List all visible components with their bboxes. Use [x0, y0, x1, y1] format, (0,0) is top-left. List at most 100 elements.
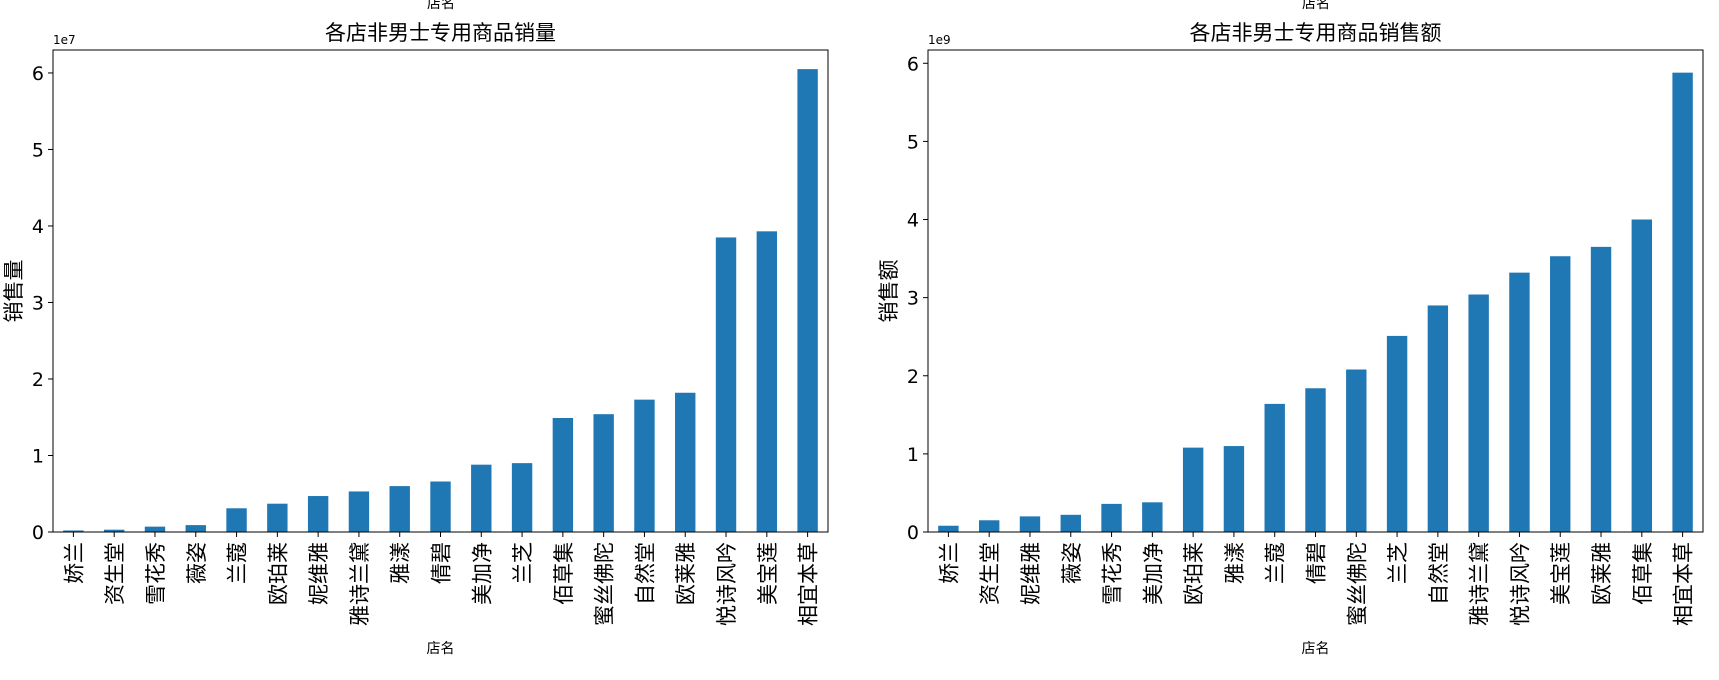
y-tick-label: 2: [907, 366, 919, 388]
bar-蜜丝佛陀: [1346, 369, 1367, 532]
x-tick-label: 佰草集: [1631, 542, 1655, 605]
bar-雅诗兰黛: [348, 491, 370, 532]
x-tick-label: 雅诗兰黛: [348, 542, 372, 626]
x-tick-label: 兰蔻: [1264, 542, 1288, 584]
x-tick-label: 薇姿: [185, 542, 209, 584]
bar-欧珀莱: [267, 503, 288, 532]
y-axis-label: 销售额: [877, 260, 901, 323]
x-tick-label: 自然堂: [633, 542, 657, 605]
x-tick-label: 兰蔻: [226, 542, 250, 584]
y-tick-label: 3: [32, 292, 44, 314]
bar-欧珀莱: [1182, 447, 1204, 532]
x-tick-label: 妮维雅: [1019, 542, 1043, 605]
x-tick-label: 倩碧: [1305, 542, 1329, 584]
bar-薇姿: [185, 525, 206, 532]
x-tick-label: 相宜本草: [1672, 542, 1696, 626]
x-tick-label: 薇姿: [1060, 542, 1084, 584]
x-tick-label: 美宝莲: [756, 542, 780, 605]
bar-自然堂: [634, 399, 655, 532]
bar-资生堂: [978, 520, 1000, 532]
x-tick-label: 欧莱雅: [1590, 542, 1614, 605]
x-tick-label: 美宝莲: [1549, 542, 1573, 605]
bar-悦诗风吟: [715, 237, 737, 532]
x-tick-label: 雅诗兰黛: [1468, 542, 1492, 626]
x-tick-label: 悦诗风吟: [715, 542, 739, 626]
y-tick-label: 5: [32, 139, 44, 161]
y-tick-label: 6: [32, 63, 44, 85]
bar-蜜丝佛陀: [593, 414, 614, 532]
x-tick-label: 相宜本草: [797, 542, 821, 626]
bar-雅漾: [1223, 446, 1245, 532]
x-tick-label: 娇兰: [937, 542, 961, 584]
x-tick-label: 欧莱雅: [674, 542, 698, 605]
bar-兰芝: [1386, 335, 1408, 532]
y-tick-label: 0: [32, 522, 44, 544]
bar-兰蔻: [1264, 403, 1285, 532]
chart-title: 各店非男士专用商品销售额: [1190, 21, 1442, 45]
bar-自然堂: [1427, 305, 1449, 532]
offset-text: 1e9: [928, 33, 951, 47]
offset-text: 1e7: [53, 33, 76, 47]
clipped-xlabel-right: 店名: [1302, 0, 1330, 12]
x-tick-label: 美加净: [470, 542, 494, 605]
y-tick-label: 1: [32, 445, 44, 467]
y-tick-label: 2: [32, 369, 44, 391]
bar-兰蔻: [226, 508, 247, 532]
plot-frame: [52, 49, 829, 533]
bar-欧莱雅: [1590, 246, 1612, 532]
x-tick-label: 美加净: [1141, 542, 1165, 605]
bar-相宜本草: [797, 69, 818, 532]
x-tick-label: 欧珀莱: [1182, 542, 1206, 605]
bar-欧莱雅: [675, 392, 696, 532]
y-tick-label: 1: [907, 444, 919, 466]
clipped-xlabel-left: 店名: [427, 0, 455, 12]
y-axis-label: 销售量: [2, 260, 26, 323]
bar-雪花秀: [144, 526, 166, 532]
y-tick-label: 3: [907, 288, 919, 310]
x-tick-label: 妮维雅: [307, 542, 331, 605]
bar-雪花秀: [1101, 503, 1122, 532]
bar-妮维雅: [307, 496, 329, 532]
bar-美加净: [1142, 502, 1163, 532]
bar-雅漾: [389, 486, 410, 532]
bar-美加净: [471, 464, 492, 532]
x-tick-label: 蜜丝佛陀: [593, 542, 617, 626]
bar-悦诗风吟: [1509, 272, 1530, 532]
bar-薇姿: [1060, 514, 1081, 532]
x-axis-label: 店名: [427, 641, 455, 657]
bar-资生堂: [103, 529, 125, 532]
bar-娇兰: [938, 525, 959, 532]
x-axis-label: 店名: [1302, 641, 1330, 657]
y-tick-label: 4: [907, 210, 919, 232]
x-tick-label: 资生堂: [103, 542, 127, 605]
bar-美宝莲: [1550, 256, 1571, 532]
x-tick-label: 资生堂: [978, 542, 1002, 605]
x-tick-label: 雅漾: [1223, 542, 1247, 584]
bar-相宜本草: [1672, 72, 1693, 532]
x-tick-label: 娇兰: [62, 542, 86, 584]
x-tick-label: 雅漾: [389, 542, 413, 584]
bar-美宝莲: [756, 231, 778, 533]
bar-妮维雅: [1019, 516, 1041, 532]
x-tick-label: 佰草集: [552, 542, 576, 605]
y-tick-label: 6: [907, 53, 919, 75]
x-tick-label: 欧珀莱: [266, 542, 290, 605]
x-tick-label: 雪花秀: [1101, 542, 1125, 605]
x-tick-label: 兰芝: [1386, 542, 1410, 584]
bar-雅诗兰黛: [1468, 294, 1489, 532]
x-tick-label: 蜜丝佛陀: [1345, 542, 1369, 626]
y-tick-label: 0: [907, 522, 919, 544]
chart-sales-amount: 0 1 2 3 4 5 6 娇兰 资生堂 妮维雅 薇姿 雪花秀 美加净 欧珀莱 雅漾 兰蔻 倩碧 蜜丝佛陀 兰芝 自然…: [877, 21, 1704, 657]
x-tick-label: 倩碧: [430, 542, 454, 584]
bar-娇兰: [63, 530, 84, 532]
x-tick-label: 兰芝: [511, 542, 535, 584]
bar-倩碧: [430, 481, 451, 532]
bar-兰芝: [511, 463, 533, 532]
y-tick-label: 5: [907, 131, 919, 153]
x-tick-label: 自然堂: [1427, 542, 1451, 605]
bar-倩碧: [1305, 388, 1326, 532]
y-tick-label: 4: [32, 216, 44, 238]
x-tick-label: 悦诗风吟: [1508, 542, 1532, 626]
bar-佰草集: [1631, 219, 1653, 532]
